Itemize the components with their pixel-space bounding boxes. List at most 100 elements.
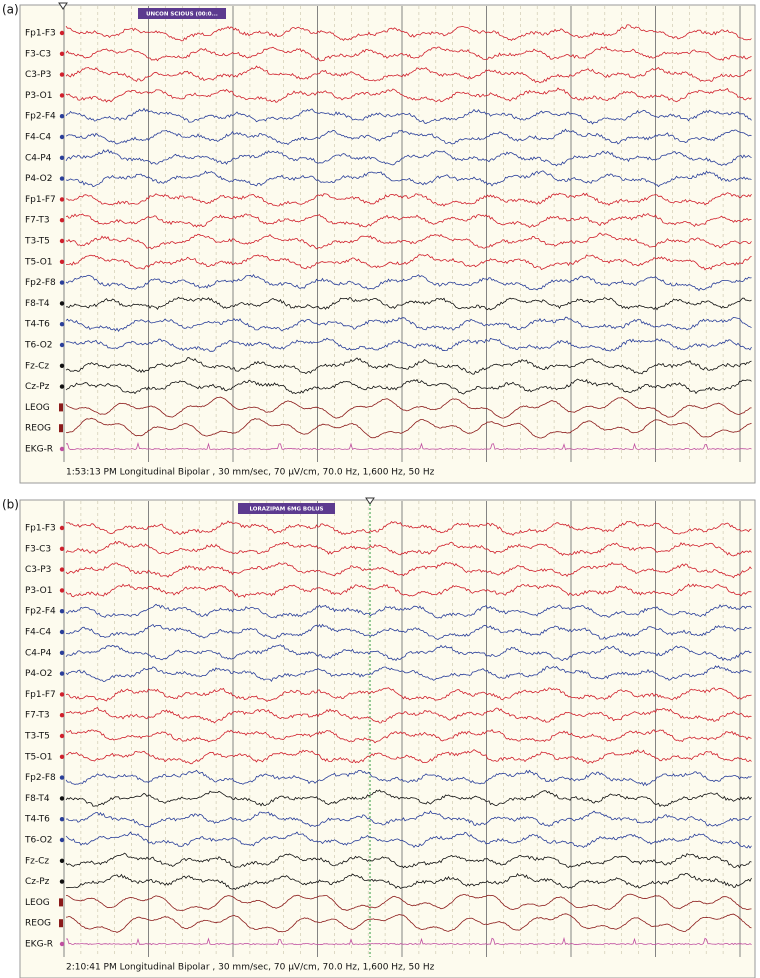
channel-label: T3-T5 [24,732,50,742]
channel-dot [59,567,65,572]
eeg-trace [66,296,752,311]
channel-dot [59,301,65,306]
channel-label: Fz-Cz [25,361,49,371]
eeg-trace [65,65,752,84]
eeg-trace [65,644,752,662]
eeg-trace [65,810,752,828]
eeg-trace [65,687,752,703]
channel-dot [59,93,65,98]
eeg-trace [65,769,752,787]
panel-label: (a) [2,3,19,17]
channel-dot [59,733,65,739]
eeg-trace [65,396,752,419]
eeg-trace [65,170,752,188]
channel-label: EKG-R [25,445,53,455]
channel-dot [59,898,63,907]
channel-label: Fp1-F3 [25,29,56,39]
eeg-trace [65,729,752,744]
eeg-trace [65,87,752,103]
eeg-trace [65,192,752,207]
eeg-trace [65,357,752,375]
channel-dot [59,879,65,884]
channel-label: REOG [25,919,51,929]
channel-label: Fz-Cz [25,856,49,866]
channel-dot [59,155,65,160]
channel-dot [59,238,65,244]
channel-dot [59,197,65,202]
eeg-trace [65,520,752,536]
channel-dot [59,941,65,947]
channel-label: P3-O1 [25,91,52,101]
channel-label: Fp1-F3 [25,524,56,534]
channel-label: T6-O2 [24,341,53,351]
channel-label: Cz-Pz [25,382,50,392]
channel-label: T4-T6 [24,815,50,825]
eeg-trace [65,232,752,250]
time-marker [365,497,375,505]
channel-dot [59,650,65,655]
annotation-box [138,8,226,19]
eeg-trace [65,337,752,352]
channel-dot [59,176,65,181]
channel-label: Fp2-F4 [25,607,56,617]
eeg-trace [65,441,752,451]
channel-label: C3-P3 [25,565,51,575]
channel-label: Cz-Pz [25,877,50,887]
channel-dot [59,671,65,676]
channel-label: T3-T5 [24,237,50,247]
channel-dot [59,796,65,801]
eeg-trace [65,212,752,229]
channel-dot [59,72,65,77]
eeg-trace [65,417,752,439]
eeg-trace [65,316,752,332]
channel-dot [59,588,65,593]
footer-text: 2:10:41 PM Longitudinal Bipolar , 30 mm/… [66,963,435,973]
eeg-trace [65,583,752,598]
channel-label: P3-O1 [25,586,52,596]
channel-label: T6-O2 [24,836,53,846]
eeg-trace [65,852,752,869]
channel-label: T5-O1 [24,752,53,762]
eeg-frame [19,4,756,484]
channel-label: F4-C4 [25,133,51,143]
channel-dot [59,837,65,843]
eeg-trace [65,561,752,579]
channel-label: C4-P4 [25,648,52,658]
footer-text: 1:53:13 PM Longitudinal Bipolar , 30 mm/… [66,468,435,478]
eeg-trace [65,789,752,807]
channel-dot [59,424,63,433]
channel-label: Fp1-F7 [25,195,56,205]
eeg-trace [65,872,752,891]
channel-dot [59,775,65,780]
channel-label: LEOG [25,403,50,413]
channel-label: T5-O1 [24,257,53,267]
time-marker [58,2,68,10]
channel-dot [59,692,65,697]
eeg-frame [19,499,756,978]
channel-label: F7-T3 [25,216,50,226]
eeg-trace [65,623,752,640]
channel-label: F3-C3 [25,544,51,554]
channel-label: Fp2-F8 [25,773,56,783]
channel-dot [59,858,65,863]
channel-label: F3-C3 [25,49,51,59]
channel-dot [59,322,65,327]
channel-dot [59,114,65,119]
eeg-trace [65,378,752,395]
channel-dot [59,525,65,531]
channel-dot [59,919,63,928]
channel-label: Fp1-F7 [25,690,56,700]
eeg-trace [65,936,752,946]
channel-label: F8-T4 [25,794,50,804]
channel-dot [59,51,65,56]
channel-label: C4-P4 [25,153,52,163]
channel-dot [59,342,65,348]
eeg-trace [65,831,752,849]
eeg-trace [65,148,752,167]
eeg-trace [65,706,752,724]
panel-label: (b) [2,498,19,512]
channel-dot [59,384,65,389]
eeg-trace [65,107,752,125]
channel-dot [59,713,65,718]
